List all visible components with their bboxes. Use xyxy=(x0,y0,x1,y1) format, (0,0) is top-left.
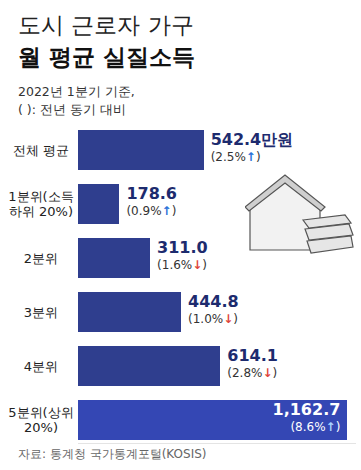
category-text: 전체 평균 xyxy=(13,143,69,158)
arrow-down: ↓ xyxy=(223,312,233,326)
house-part xyxy=(245,175,325,211)
house-part xyxy=(307,236,353,253)
change-label: (0.9%↑) xyxy=(126,203,177,219)
bar xyxy=(78,184,119,224)
category-text: 4분위 xyxy=(24,359,58,374)
data-label: 178.6 xyxy=(126,185,177,203)
change-label: (1.6%↓) xyxy=(157,257,208,273)
arrow-down: ↓ xyxy=(262,366,272,380)
subtitle: 월 평균 실질소득 xyxy=(18,42,195,73)
data-label-group: 542.4만원(2.5%↑) xyxy=(211,131,294,165)
data-label-group: 1,162.7(8.6%↑) xyxy=(273,401,341,435)
category-label: 1분위(소득 하위 20%) xyxy=(6,184,76,224)
source: 자료: 통계청 국가통계포털(KOSIS) xyxy=(18,446,206,463)
category-label: 5분위(상위 20%) xyxy=(6,400,76,440)
category-text: 5분위(상위 20%) xyxy=(6,405,76,435)
category-text: 2분위 xyxy=(24,251,58,266)
data-label: 1,162.7 xyxy=(273,401,341,419)
house-illustration xyxy=(245,165,355,265)
arrow-up: ↑ xyxy=(326,420,336,434)
bar xyxy=(78,346,220,386)
category-label: 전체 평균 xyxy=(6,130,76,170)
arrow-up: ↑ xyxy=(246,150,256,164)
change-label: (2.5%↑) xyxy=(211,149,294,165)
annotation: ( ): 전년 동기 대비 xyxy=(18,102,126,119)
change-label: (1.0%↓) xyxy=(188,311,239,327)
data-label: 444.8 xyxy=(188,293,239,311)
data-label: 614.1 xyxy=(227,347,278,365)
category-label: 2분위 xyxy=(6,238,76,278)
data-label-group: 178.6(0.9%↑) xyxy=(126,185,177,219)
data-label-group: 444.8(1.0%↓) xyxy=(188,293,239,327)
change-label: (2.8%↓) xyxy=(227,365,278,381)
category-text: 3분위 xyxy=(24,305,58,320)
title: 도시 근로자 가구 xyxy=(18,10,194,41)
arrow-down: ↓ xyxy=(192,258,202,272)
arrow-up: ↑ xyxy=(162,204,172,218)
data-label-group: 614.1(2.8%↓) xyxy=(227,347,278,381)
bar xyxy=(78,238,150,278)
data-label: 542.4만원 xyxy=(211,131,294,149)
x-axis-line xyxy=(78,443,356,444)
bar xyxy=(78,130,204,170)
category-text: 1분위(소득 하위 20%) xyxy=(6,189,76,219)
data-label-group: 311.0(1.6%↓) xyxy=(157,239,208,273)
bar xyxy=(78,292,181,332)
change-label: (8.6%↑) xyxy=(273,419,341,435)
category-label: 3분위 xyxy=(6,292,76,332)
data-label: 311.0 xyxy=(157,239,208,257)
category-label: 4분위 xyxy=(6,346,76,386)
annotation: 2022년 1분기 기준, xyxy=(18,84,135,101)
